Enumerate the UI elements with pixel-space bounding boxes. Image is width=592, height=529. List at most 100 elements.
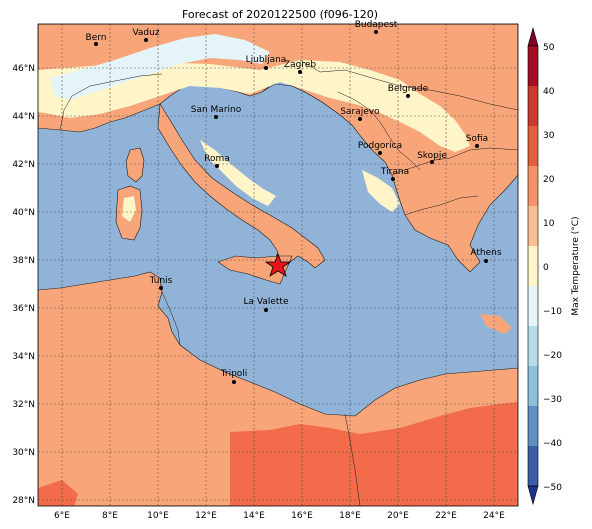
city-label-sofia: Sofia (466, 134, 488, 144)
lat-tick-label: 30°N (12, 448, 35, 458)
city-dot (264, 66, 268, 70)
lat-tick-label: 34°N (12, 352, 35, 362)
city-label-tripoli: Tripoli (220, 369, 248, 379)
colorbar-tick-label: −30 (543, 395, 562, 405)
mild-zone-italy (200, 140, 276, 206)
colorbar-tick-label: −10 (543, 307, 562, 317)
city-dot (298, 70, 302, 74)
colorbar-tick-label: 30 (543, 131, 555, 141)
city-label-san-marino: San Marino (191, 105, 242, 115)
city-dot (144, 38, 148, 42)
colorbar-frame (527, 45, 539, 487)
graticule (38, 24, 518, 506)
colorbar-segment (528, 246, 538, 287)
lon-tick-label: 24°E (483, 511, 505, 521)
lat-tick-label: 46°N (12, 64, 35, 74)
city-dot (214, 115, 218, 119)
city-label-ljubljana: Ljubljana (246, 55, 287, 65)
lon-tick-label: 20°E (387, 511, 409, 521)
land-italy (157, 103, 326, 276)
mild-zone-sardinia (122, 196, 136, 222)
lon-tick-label: 18°E (339, 511, 361, 521)
city-label-budapest: Budapest (355, 20, 398, 30)
colorbar-segment (528, 446, 538, 487)
colorbar-segment (528, 326, 538, 367)
star-marker (264, 252, 292, 277)
colorbar-segment (528, 366, 538, 407)
colorbar-tick-label: 10 (543, 219, 555, 229)
lon-tick-label: 14°E (243, 511, 265, 521)
colorbar-extend-max (527, 26, 539, 47)
colorbar-segment (528, 206, 538, 247)
city-markers: Bern Vaduz Budapest Ljubljana Zagreb Bel… (86, 20, 502, 384)
lat-tick-label: 44°N (12, 112, 35, 122)
lat-tick-label: 28°N (12, 496, 35, 506)
colorbar-tick-label: −20 (543, 351, 562, 361)
city-dot (378, 151, 382, 155)
city-dot (215, 164, 219, 168)
colorbar-label: Max Temperature (°C) (571, 216, 581, 315)
city-label-la-valette: La Valette (244, 297, 289, 307)
colorbar-extend-min (527, 485, 539, 506)
sea-warm-patch-1 (40, 306, 90, 332)
city-label-athens: Athens (470, 248, 501, 258)
city-dot (358, 117, 362, 121)
lat-tick-label: 40°N (12, 208, 35, 218)
colorbar-tick-label: 20 (543, 175, 555, 185)
colorbar-tick-label: 40 (543, 87, 555, 97)
lat-tick-label: 42°N (12, 160, 35, 170)
lat-tick-label: 36°N (12, 304, 35, 314)
colorbar-segment (528, 286, 538, 327)
city-label-zagreb: Zagreb (284, 60, 316, 70)
city-dot (430, 160, 434, 164)
city-label-roma: Roma (204, 154, 230, 164)
city-dot (159, 286, 163, 290)
colorbar-segment (528, 46, 538, 87)
land-corsica (125, 147, 145, 183)
city-dot (406, 94, 410, 98)
mild-zone-balkans (362, 170, 400, 212)
city-label-vaduz: Vaduz (132, 28, 159, 38)
cold-zone-alps (50, 34, 270, 100)
lat-tick-labels: 46°N 44°N 42°N 40°N 38°N 36°N 34°N 32°N … (12, 64, 35, 506)
lat-tick-label: 38°N (12, 256, 35, 266)
sea-warm-patch-2 (480, 314, 512, 334)
mild-zone-alps (38, 60, 470, 152)
colorbar-tick-label: −50 (543, 483, 562, 493)
hot-zone-southwest (38, 480, 78, 506)
city-dot (374, 30, 378, 34)
map-frame (37, 23, 519, 507)
city-dot (484, 259, 488, 263)
city-dot (264, 308, 268, 312)
colorbar-segment (528, 166, 538, 207)
city-dot (94, 42, 98, 46)
city-label-skopje: Skopje (417, 151, 447, 161)
colorbar-tick-label: 50 (543, 43, 555, 53)
map-plot-area (38, 24, 518, 506)
lon-tick-label: 8°E (102, 511, 118, 521)
lon-tick-label: 10°E (147, 511, 169, 521)
lon-tick-label: 22°E (435, 511, 457, 521)
colorbar-tick-label: 0 (543, 263, 549, 273)
city-label-podgorica: Podgorica (358, 141, 402, 151)
city-label-belgrade: Belgrade (388, 84, 429, 94)
lon-tick-label: 12°E (195, 511, 217, 521)
city-dot (232, 380, 236, 384)
figure-title: Forecast of 2020122500 (f096-120) (182, 8, 378, 21)
colorbar-segment (528, 406, 538, 447)
colorbar-tick-labels: 50 40 30 20 10 0 −10 −20 −30 −40 −50 (543, 43, 562, 493)
lon-tick-labels: 6°E 8°E 10°E 12°E 14°E 16°E 18°E 20°E 22… (54, 511, 505, 521)
city-label-sarajevo: Sarajevo (340, 107, 380, 117)
city-label-tirana: Tirana (380, 167, 409, 177)
colorbar-segment (528, 126, 538, 167)
colorbar-segment (528, 86, 538, 127)
colorbar (527, 26, 539, 506)
city-dot (391, 177, 395, 181)
city-dot (475, 144, 479, 148)
lon-tick-label: 16°E (291, 511, 313, 521)
city-label-bern: Bern (86, 33, 107, 43)
colorbar-tick-label: −40 (543, 439, 562, 449)
lat-tick-label: 32°N (12, 400, 35, 410)
lon-tick-label: 6°E (54, 511, 70, 521)
